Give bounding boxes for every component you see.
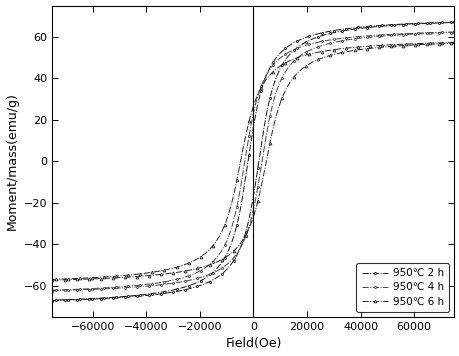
X-axis label: Field(Oe): Field(Oe) bbox=[225, 337, 281, 350]
950℃ 2 h bbox=[260, 81, 266, 85]
950℃ 4 h bbox=[50, 288, 55, 292]
Line: 950℃ 2 h: 950℃ 2 h bbox=[51, 21, 454, 301]
950℃ 4 h bbox=[234, 204, 239, 209]
950℃ 6 h bbox=[234, 178, 239, 182]
950℃ 2 h bbox=[122, 294, 128, 299]
950℃ 6 h bbox=[258, 85, 263, 90]
950℃ 2 h bbox=[212, 268, 218, 272]
Y-axis label: Moment/mass(emu/g): Moment/mass(emu/g) bbox=[6, 92, 18, 230]
950℃ 6 h bbox=[451, 40, 456, 44]
Line: 950℃ 4 h: 950℃ 4 h bbox=[51, 31, 454, 291]
950℃ 6 h bbox=[59, 277, 65, 281]
Line: 950℃ 6 h: 950℃ 6 h bbox=[51, 41, 455, 281]
950℃ 2 h bbox=[50, 298, 55, 302]
950℃ 2 h bbox=[451, 20, 456, 24]
950℃ 4 h bbox=[59, 288, 65, 292]
950℃ 6 h bbox=[122, 273, 128, 278]
950℃ 2 h bbox=[234, 222, 239, 227]
950℃ 4 h bbox=[258, 84, 263, 89]
950℃ 4 h bbox=[260, 78, 266, 83]
950℃ 4 h bbox=[212, 257, 218, 261]
950℃ 2 h bbox=[258, 89, 263, 93]
950℃ 4 h bbox=[122, 284, 128, 289]
950℃ 2 h bbox=[59, 298, 65, 302]
950℃ 6 h bbox=[212, 241, 218, 245]
950℃ 4 h bbox=[451, 30, 456, 34]
950℃ 6 h bbox=[50, 277, 55, 282]
950℃ 6 h bbox=[260, 82, 266, 86]
Legend: 950℃ 2 h, 950℃ 4 h, 950℃ 6 h: 950℃ 2 h, 950℃ 4 h, 950℃ 6 h bbox=[356, 263, 448, 312]
